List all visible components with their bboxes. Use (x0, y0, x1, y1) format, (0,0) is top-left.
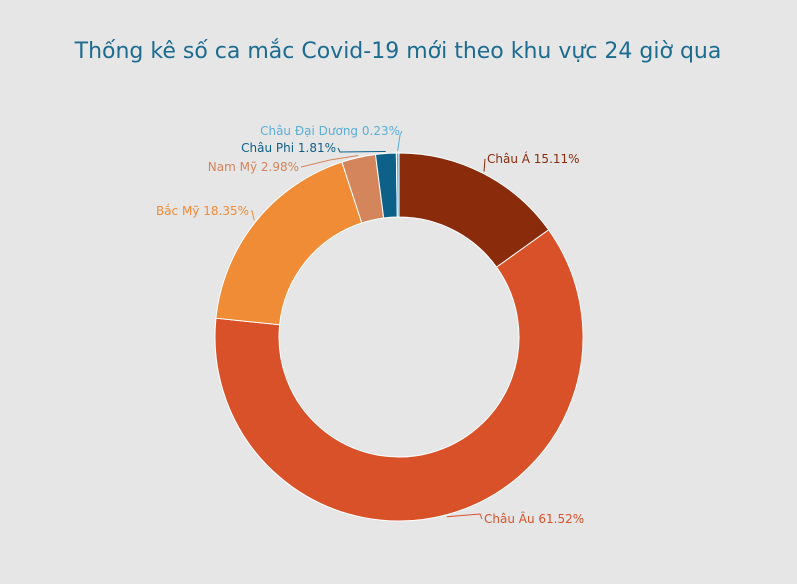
label-value: 1.81% (298, 141, 336, 155)
chart-title: Thống kê số ca mắc Covid-19 mới theo khu… (74, 39, 722, 64)
leader-line (446, 513, 483, 520)
slice (214, 229, 584, 522)
label-value: 2.98% (261, 160, 299, 174)
label-category: Châu Âu (484, 511, 535, 526)
data-label: Bắc Mỹ 18.35% (156, 204, 249, 218)
label-category: Bắc Mỹ (156, 204, 199, 218)
leader-line (397, 130, 403, 152)
label-value: 18.35% (203, 204, 249, 218)
label-category: Châu Phi (241, 141, 294, 155)
label-category: Châu Đại Dương (260, 124, 358, 138)
label-value: 61.52% (538, 512, 584, 526)
leader-line (337, 147, 386, 153)
label-value: 0.23% (362, 124, 400, 138)
data-label: Châu Á 15.11% (487, 151, 580, 166)
leader-line (483, 158, 486, 172)
label-value: 15.11% (534, 152, 580, 166)
data-label: Châu Đại Dương 0.23% (260, 124, 400, 138)
data-label: Châu Phi 1.81% (241, 141, 336, 155)
leader-line (300, 155, 359, 168)
data-label: Nam Mỹ 2.98% (208, 160, 299, 174)
data-label: Châu Âu 61.52% (484, 511, 584, 526)
label-category: Châu Á (487, 151, 531, 166)
slice (395, 152, 400, 218)
leader-line (251, 210, 255, 221)
label-category: Nam Mỹ (208, 160, 257, 174)
